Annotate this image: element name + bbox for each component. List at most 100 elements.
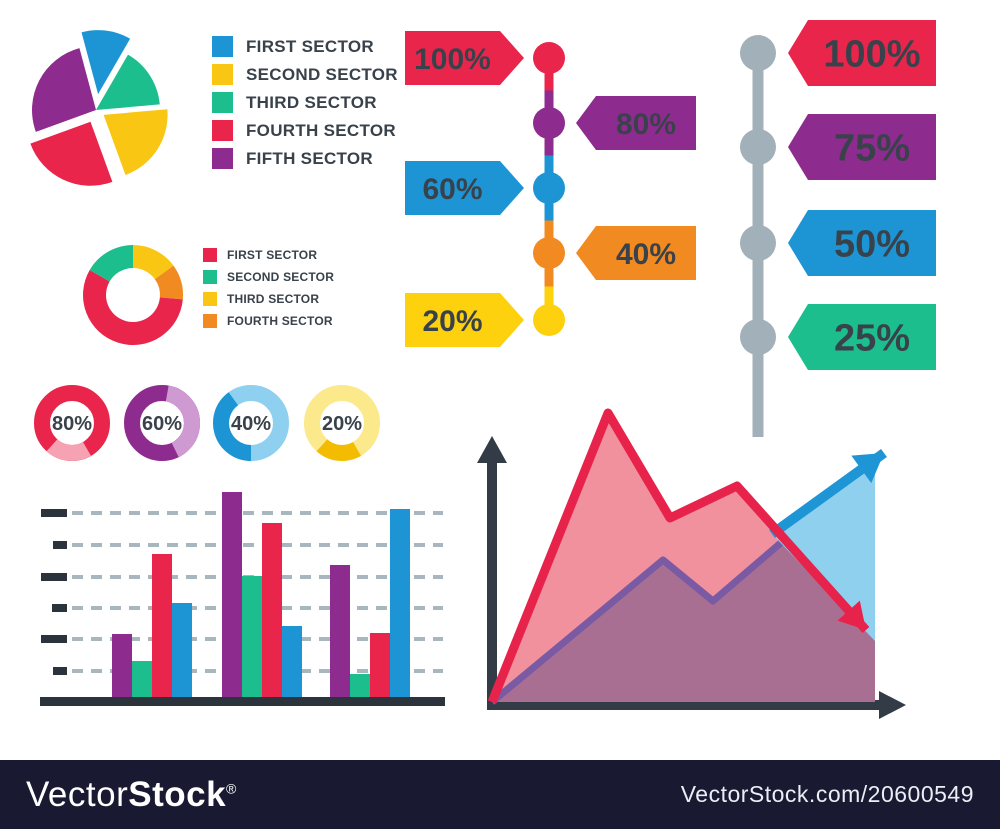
bar-g2-s1 bbox=[222, 492, 242, 697]
ring-label: 60% bbox=[142, 413, 182, 435]
timeline-node bbox=[533, 107, 565, 139]
y-axis-tick bbox=[41, 509, 67, 517]
ring-arc bbox=[213, 392, 252, 461]
bar-g3-s3 bbox=[370, 633, 390, 697]
legend-swatch bbox=[203, 314, 217, 328]
legend-label: FOURTH SECTOR bbox=[227, 314, 333, 328]
bar-g1-s2 bbox=[132, 661, 152, 697]
ring-arc bbox=[316, 439, 361, 461]
donut-chart bbox=[82, 245, 183, 345]
bar-g3-s1 bbox=[330, 565, 350, 697]
timeline-segment bbox=[544, 58, 554, 91]
blue-area-fill bbox=[772, 460, 875, 641]
donut-legend-item: FIRST SECTOR bbox=[203, 248, 334, 262]
red-trend-line bbox=[487, 408, 870, 704]
timeline-tag-100% bbox=[405, 31, 524, 85]
legend-swatch bbox=[203, 292, 217, 306]
donut-legend-item: FOURTH SECTOR bbox=[203, 314, 334, 328]
timeline-segment bbox=[544, 123, 554, 156]
progress-ring-40: 40% bbox=[213, 385, 289, 461]
pie-slice-1 bbox=[96, 54, 160, 110]
ring-label: 80% bbox=[52, 413, 92, 435]
legend-swatch bbox=[212, 36, 233, 57]
ring-label: 20% bbox=[322, 413, 362, 435]
bar-g1-s1 bbox=[112, 634, 132, 697]
timeline-tag-50% bbox=[788, 210, 936, 276]
timeline-tag-label: 50% bbox=[834, 224, 910, 266]
progress-rings: 80% 60% 40% 20% bbox=[34, 385, 380, 461]
bar-g3-s4 bbox=[390, 509, 410, 697]
x-axis bbox=[487, 700, 880, 710]
timeline-node bbox=[740, 129, 776, 165]
pie-legend-item: FIRST SECTOR bbox=[212, 36, 398, 57]
timeline-node bbox=[740, 319, 776, 355]
legend-swatch bbox=[212, 148, 233, 169]
bar-g1-s3 bbox=[152, 554, 172, 697]
donut-slice-1 bbox=[154, 265, 183, 300]
timeline-node bbox=[533, 42, 565, 74]
legend-swatch bbox=[203, 248, 217, 262]
timeline-node bbox=[740, 35, 776, 71]
pie-legend-item: SECOND SECTOR bbox=[212, 64, 398, 85]
timeline-segment bbox=[544, 220, 554, 253]
y-axis-arrow bbox=[477, 436, 507, 463]
timeline-tag-label: 75% bbox=[834, 128, 910, 170]
donut-legend: FIRST SECTOR SECOND SECTOR THIRD SECTOR FOU… bbox=[203, 248, 334, 328]
timeline-node bbox=[740, 225, 776, 261]
pie-legend: FIRST SECTOR SECOND SECTOR THIRD SECTOR FOU… bbox=[212, 36, 398, 169]
blue-trend-line-arrowhead bbox=[851, 453, 884, 484]
timeline-node bbox=[533, 172, 565, 204]
timeline-tag-60% bbox=[405, 161, 524, 215]
area-chart bbox=[477, 408, 906, 719]
vectorstock-logo-light: Vector bbox=[26, 774, 129, 814]
watermark-bar: VectorStock® VectorStock.com/20600549 bbox=[0, 760, 1000, 829]
vectorstock-logo-bold: Stock bbox=[128, 774, 227, 814]
donut-slice-3 bbox=[89, 245, 133, 282]
legend-swatch bbox=[203, 270, 217, 284]
timeline-tag-label: 100% bbox=[823, 34, 920, 76]
bar-g1-s4 bbox=[172, 603, 192, 697]
timeline-tag-20% bbox=[405, 293, 524, 347]
registered-mark: ® bbox=[226, 779, 237, 796]
legend-label: FIRST SECTOR bbox=[227, 248, 318, 262]
progress-ring-80: 80% bbox=[34, 385, 110, 461]
progress-ring-60: 60% bbox=[124, 385, 200, 461]
timeline-tag-80% bbox=[576, 96, 696, 150]
red-trend-line-arrowhead bbox=[837, 600, 866, 630]
timeline-tag-75% bbox=[788, 114, 936, 180]
ring-arc bbox=[46, 439, 91, 461]
pie-slice-3 bbox=[30, 121, 113, 186]
legend-label: SECOND SECTOR bbox=[246, 64, 398, 84]
progress-ring-20: 20% bbox=[304, 385, 380, 461]
legend-label: FIFTH SECTOR bbox=[246, 148, 374, 168]
vectorstock-logo: VectorStock® bbox=[26, 775, 237, 815]
legend-swatch bbox=[212, 92, 233, 113]
donut-legend-item: THIRD SECTOR bbox=[203, 292, 334, 306]
legend-label: SECOND SECTOR bbox=[227, 270, 335, 284]
donut-slice-2 bbox=[82, 270, 183, 345]
y-axis-tick bbox=[52, 604, 67, 612]
plum-area-fill bbox=[492, 462, 875, 702]
pie-legend-item: FOURTH SECTOR bbox=[212, 120, 398, 141]
legend-swatch bbox=[212, 64, 233, 85]
donut-slice-0 bbox=[133, 245, 174, 280]
y-axis-tick bbox=[41, 635, 67, 643]
timeline-tag-label: 80% bbox=[616, 108, 676, 141]
x-axis-arrow bbox=[879, 691, 906, 719]
timeline-tag-label: 100% bbox=[414, 43, 491, 76]
ring-label: 40% bbox=[231, 413, 271, 435]
timeline-tag-label: 60% bbox=[422, 173, 482, 206]
bar-g3-s2 bbox=[350, 674, 370, 697]
y-axis-tick bbox=[53, 667, 67, 675]
legend-swatch bbox=[212, 120, 233, 141]
y-axis-tick bbox=[53, 541, 67, 549]
vectorstock-url: VectorStock.com/20600549 bbox=[680, 781, 974, 807]
timeline-center-chart: 100% 80% 60% 40% 20% bbox=[405, 31, 696, 347]
timeline-node bbox=[533, 304, 565, 336]
legend-label: THIRD SECTOR bbox=[246, 92, 377, 112]
y-axis-tick bbox=[41, 573, 67, 581]
timeline-tag-label: 20% bbox=[422, 305, 482, 338]
timeline-segment bbox=[544, 155, 554, 188]
